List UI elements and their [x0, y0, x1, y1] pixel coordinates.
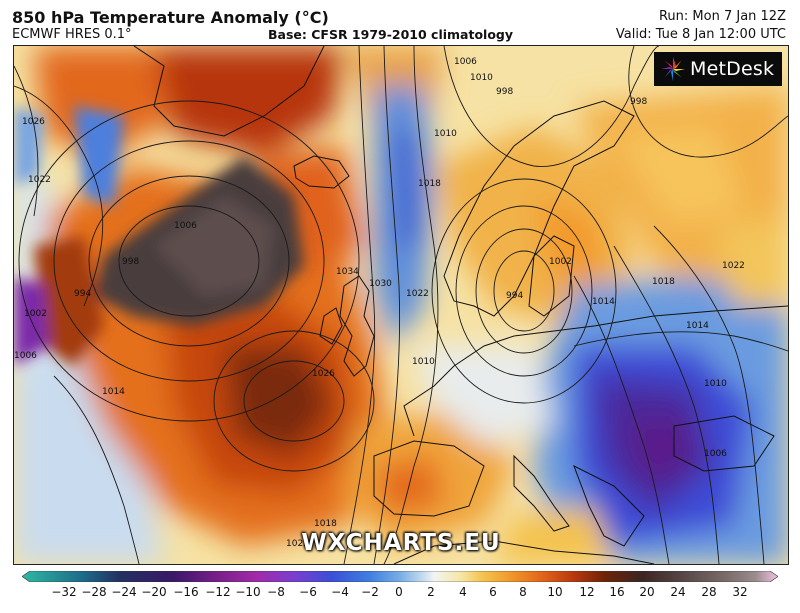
isobar-label: 1018: [652, 277, 675, 287]
colorbar-tick: 6: [489, 585, 497, 599]
isobar-label: 998: [630, 97, 647, 107]
isobar-label: 1010: [434, 129, 457, 139]
isobar-label: 1022: [722, 261, 745, 271]
colorbar-ticks: −32 −28 −24 −20 −16 −12 −10 −8 −6 −4 −2 …: [0, 585, 800, 603]
isobar-label: 1014: [102, 387, 125, 397]
isobar-label: 998: [496, 87, 513, 97]
colorbar-tick: −2: [361, 585, 379, 599]
chart-title: 850 hPa Temperature Anomaly (°C): [12, 8, 329, 27]
colorbar-tick: −20: [141, 585, 167, 599]
isobar-label: 1026: [312, 369, 335, 379]
metdesk-logo-text: MetDesk: [690, 58, 775, 80]
isobar-label: 1014: [686, 321, 709, 331]
colorbar-tick: −28: [81, 585, 107, 599]
colorbar: [22, 571, 778, 582]
isobar-label: 1022: [28, 175, 51, 185]
isobar-label: 994: [74, 289, 91, 299]
climatology-base-label: Base: CFSR 1979-2010 climatology: [268, 27, 514, 42]
isobar-label: 1006: [14, 351, 37, 361]
colorbar-tick: 24: [670, 585, 686, 599]
colorbar-tick: 10: [547, 585, 563, 599]
model-label: ECMWF HRES 0.1°: [12, 27, 132, 42]
isobar-label: 1030: [369, 279, 392, 289]
isobar-label: 1026: [22, 117, 45, 127]
isobar-label: 1010: [412, 357, 435, 367]
isobar-label: 1006: [174, 221, 197, 231]
isobar-labels: 1026 1022 1006 998 994 1010 1018 1022 10…: [14, 57, 745, 549]
colorbar-tick: −8: [267, 585, 285, 599]
isobar-label: 1006: [454, 57, 477, 67]
isobar-label: 1014: [592, 297, 615, 307]
colorbar-tick: 4: [459, 585, 467, 599]
colorbar-tick: 2: [427, 585, 435, 599]
metdesk-logo-icon: [661, 57, 685, 81]
valid-time-label: Valid: Tue 8 Jan 12:00 UTC: [615, 27, 786, 42]
colorbar-tick: 8: [519, 585, 527, 599]
colorbar-tick: −16: [173, 585, 199, 599]
colorbar-tick: 12: [579, 585, 595, 599]
colorbar-tick: −32: [51, 585, 77, 599]
coastlines: [133, 46, 788, 564]
anomaly-map: 1026 1022 1006 998 994 1010 1018 1022 10…: [13, 45, 789, 565]
colorbar-tick: 0: [395, 585, 403, 599]
chart-header: 850 hPa Temperature Anomaly (°C) ECMWF H…: [0, 0, 800, 44]
isobar-label: 1022: [286, 539, 309, 549]
isobar-label: 998: [122, 257, 139, 267]
isobar-label: 1034: [336, 267, 359, 277]
colorbar-tick: 28: [701, 585, 717, 599]
run-time-label: Run: Mon 7 Jan 12Z: [658, 9, 786, 24]
isobar-label: 1002: [549, 257, 572, 267]
metdesk-logo: MetDesk: [654, 52, 782, 86]
watermark: WXCHARTS.EU: [301, 530, 501, 556]
isobar-label: 1010: [704, 379, 727, 389]
isobar-label: 994: [506, 291, 523, 301]
isobars: [14, 46, 788, 564]
colorbar-tick: −4: [331, 585, 349, 599]
colorbar-tick: 16: [609, 585, 625, 599]
isobar-label: 1018: [314, 519, 337, 529]
colorbar-tick: −24: [111, 585, 137, 599]
isobar-label: 1010: [470, 73, 493, 83]
isobar-label: 1006: [704, 449, 727, 459]
isobar-label: 1002: [24, 309, 47, 319]
colorbar-tick: −6: [299, 585, 317, 599]
colorbar-tick: −10: [235, 585, 261, 599]
colorbar-tick: −12: [205, 585, 231, 599]
isobar-label: 1018: [418, 179, 441, 189]
isobar-label: 1022: [406, 289, 429, 299]
colorbar-tick: 20: [639, 585, 655, 599]
anomaly-field: 1026 1022 1006 998 994 1010 1018 1022 10…: [14, 46, 788, 564]
colorbar-tick: 32: [732, 585, 748, 599]
